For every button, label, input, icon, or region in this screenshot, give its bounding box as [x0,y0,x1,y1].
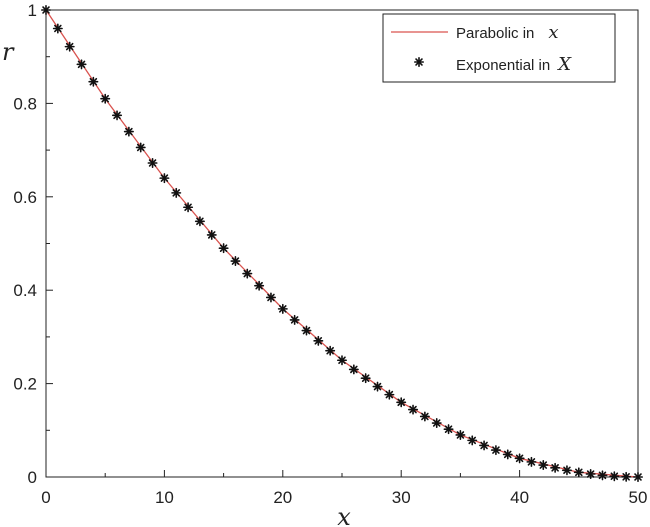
exponential-point [396,397,407,408]
x-axis-ticks: 0 10 20 30 40 50 [41,470,647,507]
exponential-point [550,462,561,473]
legend-entry-exponential: Exponential in X [456,54,572,75]
exponential-point [40,5,52,15]
exponential-point [301,325,312,336]
x-tick-label: 10 [155,488,174,507]
exponential-point [325,345,336,356]
plot-area: 0 10 20 30 40 50 0 0.2 0.4 0.6 0.8 1 [13,1,647,507]
exponential-point [289,314,300,325]
exponential-point [490,445,501,456]
y-tick-label: 0.8 [13,94,37,113]
exponential-point [467,435,478,446]
legend-asterisk-swatch [413,56,425,67]
exponential-point [218,243,229,254]
exponential-point [348,364,359,375]
exponential-point [609,471,620,482]
exponential-point [183,202,194,213]
exponential-point [455,429,466,440]
y-tick-label: 0 [28,468,37,487]
exponential-point [254,280,265,291]
y-axis-label: r [2,38,15,66]
exponential-point [88,76,99,87]
exponential-point [206,229,217,240]
exponential-point [372,381,383,392]
exponential-point [171,187,182,198]
exponential-point [313,335,324,346]
exponential-point [526,456,537,467]
x-axis-label: x [337,503,351,527]
exponential-point [597,470,608,481]
legend-box [382,13,616,83]
exponential-point [514,453,525,464]
x-tick-label: 40 [510,488,529,507]
exponential-point [265,292,276,303]
x-tick-label: 20 [273,488,292,507]
exponential-point [135,142,146,153]
legend-entry-parabolic: Parabolic in x [456,22,559,43]
exponential-point [277,303,288,314]
exponential-point [561,465,572,476]
exponential-point [431,418,442,429]
exponential-point [408,404,419,415]
exponential-point [502,449,513,460]
exponential-point [159,173,170,184]
exponential-point [147,157,158,168]
exponential-point [538,460,549,471]
x-tick-label: 50 [629,488,648,507]
x-tick-label: 30 [392,488,411,507]
y-axis-ticks: 0 0.2 0.4 0.6 0.8 1 [13,1,53,487]
exponential-point [585,469,596,480]
exponential-point [112,110,123,121]
exponential-point [76,59,87,70]
y-tick-label: 0.6 [13,188,37,207]
exponential-point [336,355,348,366]
x-tick-label: 0 [41,488,50,507]
exponential-point [573,467,584,478]
exponential-point [242,268,253,279]
exponential-point [194,216,205,227]
y-tick-label: 0.4 [13,281,37,300]
exponential-point [52,23,63,34]
exponential-point [100,93,111,104]
exponential-point [621,471,632,482]
exponential-point [64,41,75,52]
y-tick-label: 1 [28,1,37,20]
legend: Parabolic in x Exponential in X [382,13,616,83]
exponential-point [479,440,490,451]
legend-asterisk [413,56,425,67]
exponential-point [123,126,134,137]
exponential-point [230,256,241,267]
exponential-point [384,389,395,400]
y-tick-label: 0.2 [13,375,37,394]
exponential-point [632,471,644,483]
exponential-point [360,373,371,384]
exponential-point [443,424,454,435]
exponential-point [419,411,430,422]
series-exponential [40,5,644,483]
